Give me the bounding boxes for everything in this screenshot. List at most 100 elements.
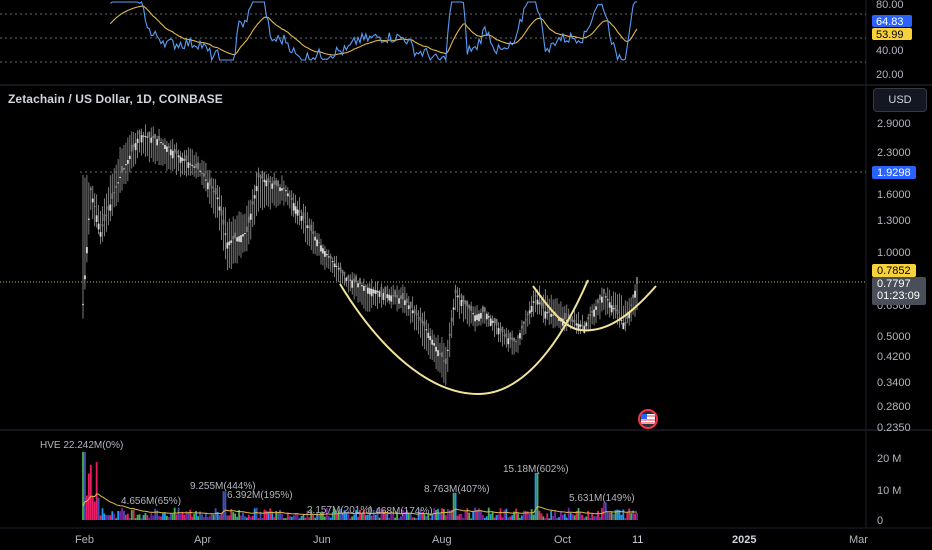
candle-body bbox=[296, 209, 299, 216]
candle-body bbox=[181, 158, 184, 161]
candle-body bbox=[183, 159, 186, 161]
volume-bar bbox=[442, 509, 445, 520]
volume-bar bbox=[177, 507, 180, 520]
volume-bar bbox=[171, 514, 174, 520]
volume-bar bbox=[140, 518, 143, 520]
candle-body bbox=[292, 203, 295, 211]
volume-bar bbox=[374, 514, 377, 520]
current-price-label: 0.7797 bbox=[877, 278, 911, 290]
symbol-title[interactable]: Zetachain / US Dollar, 1D, COINBASE bbox=[8, 92, 223, 106]
volume-bar bbox=[630, 513, 633, 520]
candle-body bbox=[536, 299, 539, 305]
candle-body bbox=[347, 275, 350, 279]
handle-pattern-left-curve[interactable] bbox=[532, 285, 581, 331]
volume-bar bbox=[146, 515, 149, 520]
candle-body bbox=[325, 253, 328, 256]
time-axis: Feb Apr Jun Aug Oct 11 2025 Mar bbox=[75, 534, 868, 546]
volume-indicator-label[interactable]: HVE 22.242M(0%) bbox=[40, 440, 124, 451]
hline-value-badge[interactable] bbox=[872, 166, 916, 179]
volume-ma-line bbox=[82, 493, 638, 516]
volume-bar bbox=[181, 511, 184, 520]
volume-bar bbox=[458, 514, 461, 520]
candle-body bbox=[279, 187, 281, 192]
volume-bar bbox=[468, 512, 471, 520]
candle-body bbox=[392, 295, 395, 297]
currency-button[interactable]: USD bbox=[873, 88, 927, 112]
volume-bar bbox=[251, 515, 254, 520]
volume-bar bbox=[300, 515, 303, 520]
candle-body bbox=[608, 302, 611, 308]
volume-bar bbox=[204, 512, 207, 520]
candle-body bbox=[189, 163, 192, 165]
candle-body bbox=[306, 225, 309, 229]
candle-body bbox=[245, 226, 248, 233]
volume-bar bbox=[343, 510, 346, 520]
candle-body bbox=[435, 346, 437, 352]
rsi-ma-value-badge bbox=[872, 28, 912, 40]
last-price-label: 0.7852 bbox=[877, 265, 911, 277]
volume-bar bbox=[546, 513, 549, 520]
us-flag-icon[interactable] bbox=[638, 409, 658, 429]
volume-bar bbox=[247, 514, 250, 520]
candle-body bbox=[503, 334, 506, 336]
volume-bar bbox=[269, 508, 272, 520]
volume-bar bbox=[392, 513, 395, 520]
volume-bar bbox=[167, 517, 170, 520]
volume-bar bbox=[304, 517, 307, 520]
candle-body bbox=[450, 317, 453, 322]
volume-bar bbox=[419, 508, 422, 520]
volume-bar bbox=[575, 510, 578, 520]
volume-bar bbox=[536, 472, 539, 520]
candle-body bbox=[208, 178, 211, 186]
volume-bar bbox=[571, 513, 574, 520]
candle-body bbox=[113, 191, 116, 194]
candle-body bbox=[429, 336, 432, 341]
volume-bar bbox=[210, 514, 213, 520]
volume-bar bbox=[109, 515, 112, 520]
volume-bar bbox=[446, 508, 449, 520]
volume-bar bbox=[187, 512, 190, 520]
candle-body bbox=[152, 135, 155, 139]
volume-bar bbox=[228, 515, 231, 520]
volume-bar bbox=[526, 511, 529, 520]
candle-body bbox=[304, 221, 307, 223]
volume-bar bbox=[483, 517, 486, 520]
volume-bar bbox=[308, 517, 311, 520]
candle-body bbox=[136, 138, 139, 144]
cup-pattern-curve[interactable] bbox=[339, 279, 589, 396]
candle-body bbox=[294, 206, 297, 214]
volume-bar bbox=[411, 517, 414, 520]
candle-body bbox=[624, 321, 627, 326]
volume-pane: 20 M 10 M 0 9.255M(444%) 4.656M(65%) 6.3… bbox=[82, 451, 901, 527]
candle-body bbox=[386, 294, 389, 299]
candle-body bbox=[359, 278, 361, 285]
candle-body bbox=[329, 256, 332, 259]
candle-body bbox=[160, 142, 162, 144]
candle-body bbox=[456, 295, 459, 298]
candle-body bbox=[97, 223, 100, 230]
volume-bar bbox=[183, 514, 186, 520]
volume-bar bbox=[505, 508, 508, 520]
volume-bar bbox=[263, 509, 266, 520]
candle-body bbox=[398, 298, 400, 304]
candle-body bbox=[481, 306, 484, 313]
candle-body bbox=[604, 296, 607, 298]
candle-body bbox=[121, 166, 123, 173]
volume-bar bbox=[302, 514, 305, 520]
time-tick-current: 11 bbox=[632, 534, 643, 546]
handle-pattern-right-curve[interactable] bbox=[579, 285, 657, 332]
volume-bar bbox=[361, 513, 363, 520]
candle-body bbox=[355, 275, 357, 283]
candle-body bbox=[333, 263, 336, 268]
candle-body bbox=[361, 285, 363, 287]
volume-bar bbox=[534, 472, 537, 520]
volume-bar bbox=[616, 509, 619, 520]
candle-body bbox=[599, 294, 601, 300]
volume-bar bbox=[421, 512, 424, 520]
volume-bar bbox=[199, 511, 201, 520]
volume-bar bbox=[579, 512, 582, 520]
candle-body bbox=[220, 209, 223, 216]
candle-body bbox=[476, 314, 478, 320]
volume-bar bbox=[197, 516, 199, 520]
